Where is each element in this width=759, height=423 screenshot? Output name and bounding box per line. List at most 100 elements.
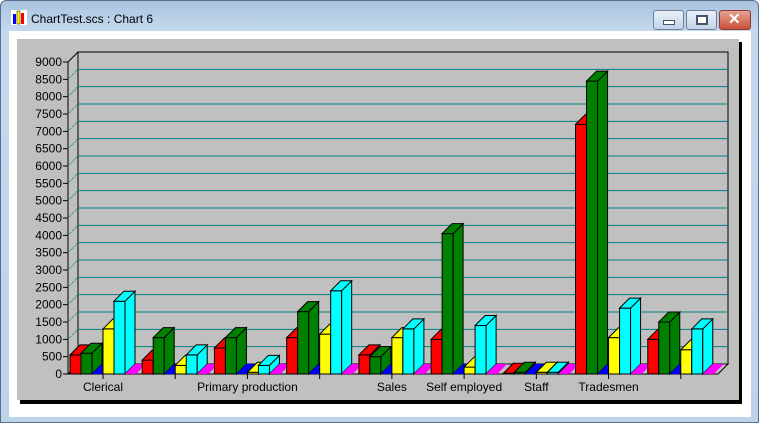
gridline-side bbox=[67, 172, 79, 184]
bar-front bbox=[286, 337, 299, 375]
bar-front bbox=[586, 80, 599, 375]
bar-top bbox=[513, 361, 537, 373]
minimize-button[interactable] bbox=[653, 10, 684, 30]
close-button[interactable]: ✕ bbox=[719, 10, 751, 30]
bar-top bbox=[473, 314, 498, 326]
bar-front bbox=[680, 349, 693, 375]
bar-top bbox=[197, 364, 219, 374]
gridline-side bbox=[67, 103, 79, 115]
y-tick-label: 8000 bbox=[35, 90, 62, 104]
bar-front bbox=[441, 233, 454, 375]
bar bbox=[269, 364, 291, 374]
bar-front bbox=[691, 328, 704, 375]
bar bbox=[525, 364, 547, 374]
bar-top bbox=[224, 327, 248, 339]
bar-top bbox=[546, 361, 570, 373]
bar bbox=[152, 326, 176, 376]
x-tick-label: Staff bbox=[524, 380, 549, 394]
bar-top bbox=[185, 344, 209, 356]
bar bbox=[486, 364, 508, 374]
bar-top bbox=[269, 364, 291, 374]
bar bbox=[702, 364, 724, 374]
bar bbox=[368, 345, 393, 376]
bar-front bbox=[152, 337, 165, 375]
y-tick-label: 2000 bbox=[35, 298, 62, 312]
y-tick-label: 3000 bbox=[35, 263, 62, 277]
y-tick-label: 7500 bbox=[35, 107, 62, 121]
gridline-side bbox=[67, 328, 79, 340]
bar-front bbox=[619, 307, 632, 375]
bar-top bbox=[257, 354, 281, 366]
bar-top bbox=[357, 344, 382, 356]
x-tick-label: Clerical bbox=[83, 380, 123, 394]
gridline-side bbox=[67, 224, 79, 236]
bar-top bbox=[525, 364, 547, 374]
y-tick-label: 7000 bbox=[35, 124, 62, 138]
bar-front bbox=[402, 328, 415, 375]
bar-front bbox=[319, 333, 332, 375]
bar bbox=[329, 279, 353, 376]
y-tick-label: 5000 bbox=[35, 194, 62, 208]
x-tick-label: Sales bbox=[377, 380, 407, 394]
bar-front bbox=[391, 337, 404, 375]
bar-top bbox=[401, 318, 426, 330]
bar bbox=[558, 364, 580, 374]
bar-top bbox=[329, 280, 353, 292]
maximize-button[interactable] bbox=[686, 10, 717, 30]
bar-front bbox=[257, 364, 270, 375]
y-axis-top-edge bbox=[67, 51, 79, 63]
bar-top bbox=[702, 364, 724, 374]
bar-top bbox=[152, 327, 176, 339]
bar-top bbox=[558, 364, 580, 374]
gridline-side bbox=[67, 120, 79, 132]
bar-top bbox=[368, 346, 393, 358]
y-tick-label: 0 bbox=[55, 367, 62, 381]
bar-front bbox=[213, 347, 226, 375]
x-tick-label: Tradesmen bbox=[578, 380, 638, 394]
bar-chart-icon bbox=[11, 10, 27, 25]
bar-front bbox=[297, 311, 310, 375]
bar-front bbox=[330, 290, 343, 375]
y-tick-label: 2500 bbox=[35, 280, 62, 294]
x-tick-label: Primary production bbox=[197, 380, 298, 394]
gridline-side bbox=[67, 276, 79, 288]
bar-side bbox=[597, 69, 609, 376]
bar-top bbox=[657, 311, 681, 323]
bar bbox=[401, 317, 426, 376]
bar bbox=[630, 364, 652, 374]
bar-front bbox=[185, 354, 198, 375]
bar-front bbox=[369, 356, 382, 375]
bar-front bbox=[69, 354, 82, 375]
bar-front bbox=[474, 324, 487, 375]
gridline-side bbox=[67, 155, 79, 167]
bar bbox=[224, 326, 248, 376]
bar-top bbox=[413, 364, 435, 374]
bar-top bbox=[236, 364, 258, 374]
bar-top bbox=[79, 342, 104, 354]
y-tick-label: 1500 bbox=[35, 315, 62, 329]
y-tick-label: 6500 bbox=[35, 142, 62, 156]
gridline-side bbox=[67, 138, 79, 150]
bar-front bbox=[430, 338, 443, 375]
bar bbox=[657, 310, 681, 376]
bar-front bbox=[358, 354, 371, 375]
bar-top bbox=[486, 364, 508, 374]
bar bbox=[413, 364, 435, 374]
bar-side bbox=[669, 310, 681, 376]
bar-front bbox=[141, 359, 154, 375]
bar-side bbox=[452, 222, 464, 376]
bar-front bbox=[608, 337, 621, 375]
gridline-side bbox=[67, 242, 79, 254]
bar bbox=[618, 296, 642, 376]
bar bbox=[112, 289, 137, 376]
bar-side bbox=[341, 279, 353, 376]
gridline-side bbox=[67, 207, 79, 219]
bar-side bbox=[308, 300, 320, 376]
bar-front bbox=[658, 321, 671, 375]
bar bbox=[185, 343, 209, 376]
bar bbox=[690, 317, 714, 376]
bar bbox=[473, 314, 498, 376]
gridline-side bbox=[67, 311, 79, 323]
maximize-icon bbox=[696, 15, 708, 25]
bar-top bbox=[112, 290, 137, 302]
